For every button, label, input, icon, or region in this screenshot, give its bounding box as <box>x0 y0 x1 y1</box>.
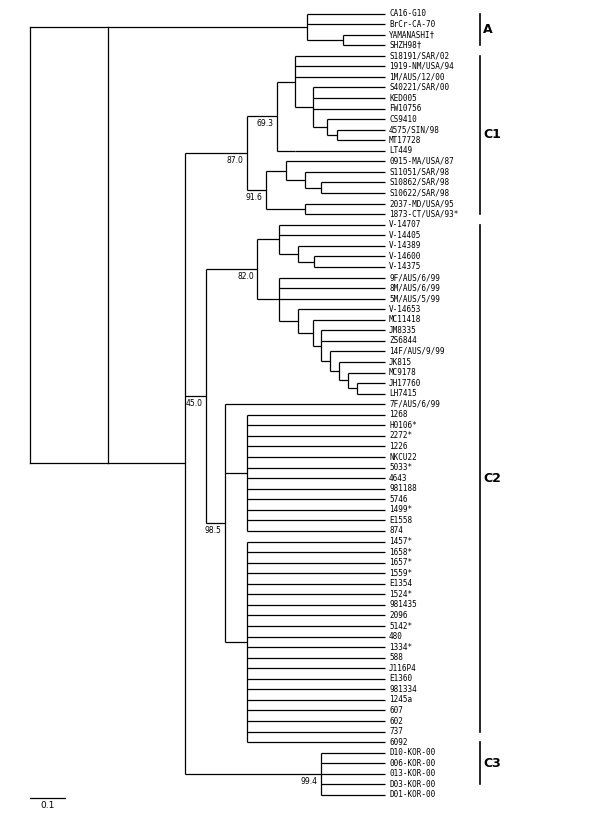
Text: E1354: E1354 <box>389 579 412 588</box>
Text: 98.5: 98.5 <box>205 526 222 535</box>
Text: 1559*: 1559* <box>389 568 412 578</box>
Text: J116P4: J116P4 <box>389 664 417 672</box>
Text: V-14600: V-14600 <box>389 252 421 261</box>
Text: V-14389: V-14389 <box>389 242 421 250</box>
Text: S10862/SAR/98: S10862/SAR/98 <box>389 178 449 187</box>
Text: E1360: E1360 <box>389 674 412 683</box>
Text: JK815: JK815 <box>389 357 412 366</box>
Text: LH7415: LH7415 <box>389 389 417 398</box>
Text: 1658*: 1658* <box>389 548 412 557</box>
Text: YAMANASHI†: YAMANASHI† <box>389 31 436 39</box>
Text: 9F/AUS/6/99: 9F/AUS/6/99 <box>389 273 440 282</box>
Text: 1226: 1226 <box>389 442 407 451</box>
Text: 8M/AUS/6/99: 8M/AUS/6/99 <box>389 284 440 293</box>
Text: E1558: E1558 <box>389 516 412 525</box>
Text: 0915-MA/USA/87: 0915-MA/USA/87 <box>389 157 454 166</box>
Text: 45.0: 45.0 <box>185 399 202 408</box>
Text: C1: C1 <box>484 129 501 141</box>
Text: CS9410: CS9410 <box>389 115 417 124</box>
Text: 2037-MD/USA/95: 2037-MD/USA/95 <box>389 199 454 208</box>
Text: 1919-NM/USA/94: 1919-NM/USA/94 <box>389 62 454 71</box>
Text: V-14653: V-14653 <box>389 304 421 314</box>
Text: 2272*: 2272* <box>389 431 412 441</box>
Text: LT449: LT449 <box>389 146 412 155</box>
Text: 1334*: 1334* <box>389 643 412 652</box>
Text: 1268: 1268 <box>389 410 407 419</box>
Text: 2096: 2096 <box>389 611 407 620</box>
Text: 1873-CT/USA/93*: 1873-CT/USA/93* <box>389 210 458 219</box>
Text: FW10756: FW10756 <box>389 104 421 113</box>
Text: NKCU22: NKCU22 <box>389 453 417 461</box>
Text: C3: C3 <box>484 757 501 770</box>
Text: S10622/SAR/98: S10622/SAR/98 <box>389 189 449 197</box>
Text: 5033*: 5033* <box>389 463 412 472</box>
Text: 4575/SIN/98: 4575/SIN/98 <box>389 125 440 134</box>
Text: 1245a: 1245a <box>389 695 412 705</box>
Text: S11051/SAR/98: S11051/SAR/98 <box>389 167 449 177</box>
Text: ZS6844: ZS6844 <box>389 337 417 346</box>
Text: 602: 602 <box>389 717 403 725</box>
Text: D01-KOR-00: D01-KOR-00 <box>389 790 436 799</box>
Text: 737: 737 <box>389 727 403 736</box>
Text: 1M/AUS/12/00: 1M/AUS/12/00 <box>389 73 445 82</box>
Text: 5M/AUS/5/99: 5M/AUS/5/99 <box>389 295 440 303</box>
Text: BrCr-CA-70: BrCr-CA-70 <box>389 20 436 29</box>
Text: SHZH98†: SHZH98† <box>389 40 421 50</box>
Text: V-14375: V-14375 <box>389 262 421 271</box>
Text: 588: 588 <box>389 653 403 662</box>
Text: 607: 607 <box>389 706 403 715</box>
Text: 99.4: 99.4 <box>301 777 318 786</box>
Text: 91.6: 91.6 <box>246 193 263 202</box>
Text: 5746: 5746 <box>389 495 407 504</box>
Text: 981435: 981435 <box>389 601 417 610</box>
Text: KED005: KED005 <box>389 93 417 102</box>
Text: D10-KOR-00: D10-KOR-00 <box>389 748 436 757</box>
Text: JH17760: JH17760 <box>389 379 421 388</box>
Text: V-14405: V-14405 <box>389 231 421 240</box>
Text: H0106*: H0106* <box>389 421 417 430</box>
Text: MC11418: MC11418 <box>389 315 421 324</box>
Text: C2: C2 <box>484 472 501 484</box>
Text: 874: 874 <box>389 526 403 535</box>
Text: 480: 480 <box>389 632 403 641</box>
Text: JM8335: JM8335 <box>389 326 417 335</box>
Text: 1657*: 1657* <box>389 559 412 567</box>
Text: 87.0: 87.0 <box>226 156 243 165</box>
Text: 69.3: 69.3 <box>256 120 274 129</box>
Text: 82.0: 82.0 <box>237 272 254 281</box>
Text: CA16-G10: CA16-G10 <box>389 9 426 18</box>
Text: MT17728: MT17728 <box>389 136 421 144</box>
Text: 7F/AUS/6/99: 7F/AUS/6/99 <box>389 400 440 408</box>
Text: S40221/SAR/00: S40221/SAR/00 <box>389 83 449 92</box>
Text: 981188: 981188 <box>389 484 417 493</box>
Text: 4643: 4643 <box>389 474 407 483</box>
Text: D03-KOR-00: D03-KOR-00 <box>389 780 436 789</box>
Text: 1499*: 1499* <box>389 506 412 514</box>
Text: 981334: 981334 <box>389 685 417 694</box>
Text: V-14707: V-14707 <box>389 220 421 229</box>
Text: A: A <box>484 23 493 35</box>
Text: 1457*: 1457* <box>389 537 412 546</box>
Text: S18191/SAR/02: S18191/SAR/02 <box>389 51 449 60</box>
Text: 006-KOR-00: 006-KOR-00 <box>389 759 436 768</box>
Text: 6092: 6092 <box>389 738 407 747</box>
Text: 013-KOR-00: 013-KOR-00 <box>389 770 436 778</box>
Text: MC9178: MC9178 <box>389 368 417 377</box>
Text: 1524*: 1524* <box>389 590 412 599</box>
Text: 14F/AUS/9/99: 14F/AUS/9/99 <box>389 347 445 356</box>
Text: 5142*: 5142* <box>389 621 412 630</box>
Text: 0.1: 0.1 <box>40 801 55 810</box>
